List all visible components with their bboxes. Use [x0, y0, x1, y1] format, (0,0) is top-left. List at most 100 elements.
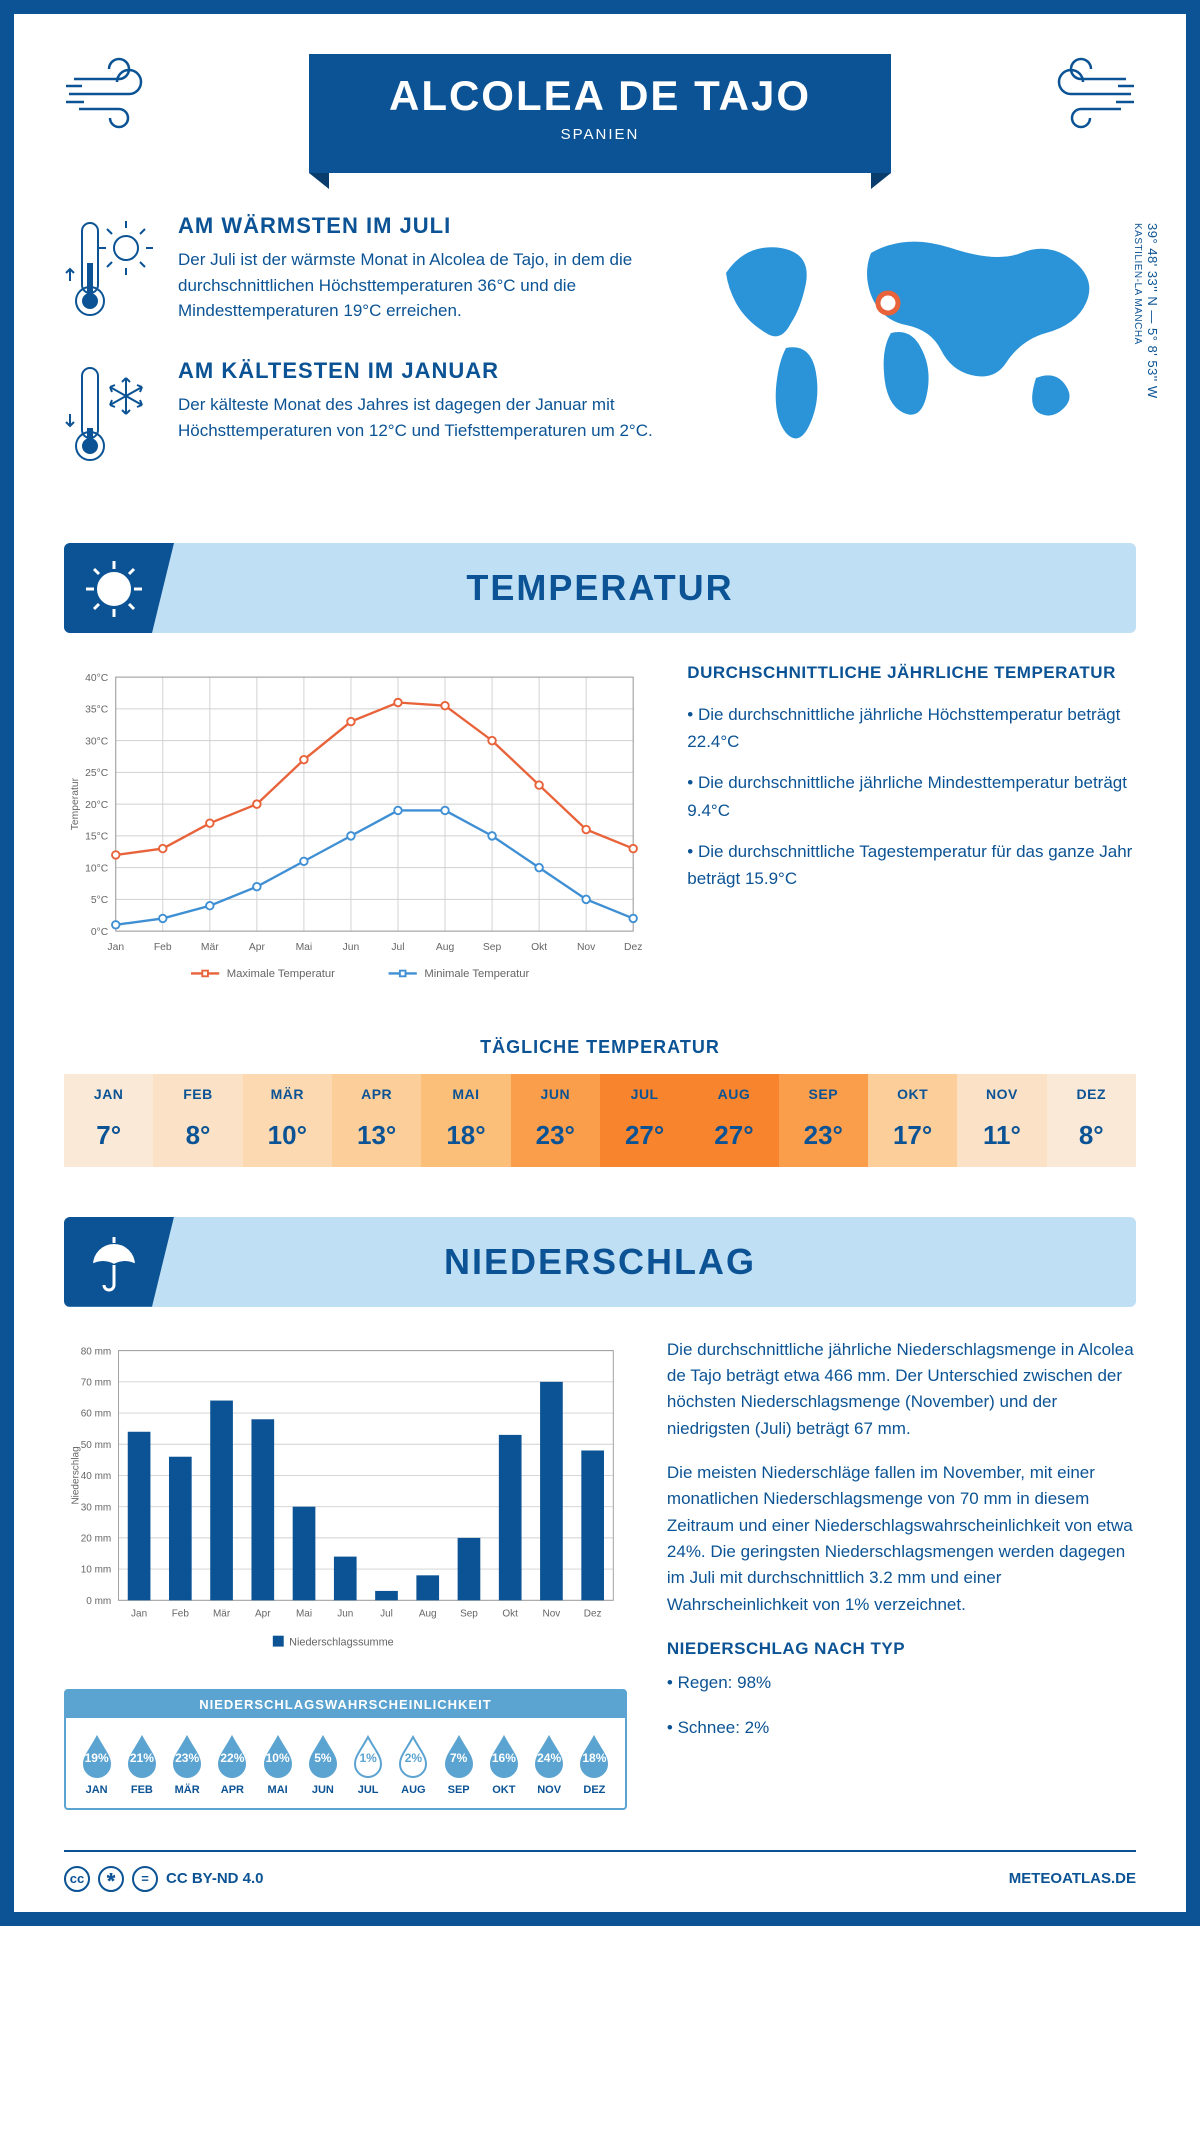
temp-cell: NOV11°	[957, 1074, 1046, 1167]
fact-coldest: AM KÄLTESTEN IM JANUAR Der kälteste Mona…	[64, 358, 656, 473]
svg-text:Maximale Temperatur: Maximale Temperatur	[227, 968, 335, 980]
sun-icon	[82, 557, 146, 621]
temp-bullet-2: • Die durchschnittliche Tagestemperatur …	[687, 838, 1136, 892]
temp-cell-month: MÄR	[243, 1086, 332, 1102]
temp-cell-month: APR	[332, 1086, 421, 1102]
precipitation-probability-box: NIEDERSCHLAGSWAHRSCHEINLICHKEIT 19%JAN21…	[64, 1689, 627, 1810]
prob-percent: 24%	[537, 1751, 561, 1765]
prob-month: JUN	[300, 1784, 345, 1796]
svg-text:Jul: Jul	[380, 1608, 393, 1619]
raindrop-icon: 21%	[125, 1734, 159, 1778]
prob-percent: 10%	[266, 1751, 290, 1765]
svg-text:30 mm: 30 mm	[81, 1502, 111, 1513]
svg-text:35°C: 35°C	[85, 705, 109, 716]
svg-text:20°C: 20°C	[85, 800, 109, 811]
prob-cell: 10% MAI	[255, 1734, 300, 1796]
svg-text:Dez: Dez	[584, 1608, 602, 1619]
section-temperature-header: TEMPERATUR	[64, 543, 1136, 633]
temp-cell-month: AUG	[689, 1086, 778, 1102]
svg-text:Okt: Okt	[502, 1608, 518, 1619]
temp-cell-value: 17°	[868, 1120, 957, 1151]
precip-type-title: NIEDERSCHLAG NACH TYP	[667, 1636, 1136, 1662]
temp-cell: APR13°	[332, 1074, 421, 1167]
temp-cell-month: JUN	[511, 1086, 600, 1102]
temp-cell: DEZ8°	[1047, 1074, 1136, 1167]
temp-cell-value: 27°	[600, 1120, 689, 1151]
fact-warmest-body: Der Juli ist der wärmste Monat in Alcole…	[178, 247, 656, 324]
svg-text:10 mm: 10 mm	[81, 1564, 111, 1575]
svg-text:Mai: Mai	[296, 1608, 312, 1619]
svg-text:60 mm: 60 mm	[81, 1408, 111, 1419]
prob-percent: 2%	[405, 1751, 422, 1765]
svg-text:Jan: Jan	[107, 942, 124, 953]
temp-cell: MAI18°	[421, 1074, 510, 1167]
temp-bullet-0: • Die durchschnittliche jährliche Höchst…	[687, 701, 1136, 755]
temp-cell-month: DEZ	[1047, 1086, 1136, 1102]
temp-cell: OKT 17°	[868, 1074, 957, 1167]
raindrop-icon: 5%	[306, 1734, 340, 1778]
nd-icon: =	[132, 1866, 158, 1892]
temp-cell: FEB8°	[153, 1074, 242, 1167]
svg-text:Minimale Temperatur: Minimale Temperatur	[424, 968, 529, 980]
by-icon: 🞲	[98, 1866, 124, 1892]
svg-text:5°C: 5°C	[91, 895, 109, 906]
prob-month: SEP	[436, 1784, 481, 1796]
svg-text:Jun: Jun	[337, 1608, 353, 1619]
prob-month: FEB	[119, 1784, 164, 1796]
section-precipitation-title: NIEDERSCHLAG	[444, 1241, 756, 1283]
precip-summary-1: Die durchschnittliche jährliche Niedersc…	[667, 1337, 1136, 1442]
prob-percent: 22%	[220, 1751, 244, 1765]
prob-month: DEZ	[572, 1784, 617, 1796]
coordinates-label: 39° 48' 33'' N — 5° 8' 53'' WKASTILIEN-L…	[1130, 223, 1160, 399]
temp-cell-value: 11°	[957, 1120, 1046, 1151]
temp-cell-month: FEB	[153, 1086, 242, 1102]
temp-cell-value: 23°	[511, 1120, 600, 1151]
prob-cell: 24% NOV	[527, 1734, 572, 1796]
prob-cell: 18% DEZ	[572, 1734, 617, 1796]
svg-text:30°C: 30°C	[85, 736, 109, 747]
wind-icon-right	[1036, 54, 1136, 134]
precipitation-bar-chart: 0 mm10 mm20 mm30 mm40 mm50 mm60 mm70 mm8…	[64, 1337, 627, 1669]
svg-text:15°C: 15°C	[85, 832, 109, 843]
svg-text:Nov: Nov	[577, 942, 596, 953]
fact-warmest: AM WÄRMSTEN IM JULI Der Juli ist der wär…	[64, 213, 656, 328]
temp-cell-value: 27°	[689, 1120, 778, 1151]
raindrop-icon: 16%	[487, 1734, 521, 1778]
fact-coldest-title: AM KÄLTESTEN IM JANUAR	[178, 358, 656, 384]
prob-cell: 2%AUG	[391, 1734, 436, 1796]
prob-cell: 22%APR	[210, 1734, 255, 1796]
fact-warmest-title: AM WÄRMSTEN IM JULI	[178, 213, 656, 239]
prob-percent: 16%	[492, 1751, 516, 1765]
temp-cell: JAN7°	[64, 1074, 153, 1167]
prob-cell: 16% OKT	[481, 1734, 526, 1796]
svg-text:Niederschlag: Niederschlag	[71, 1446, 82, 1504]
temp-bullet-1: • Die durchschnittliche jährliche Mindes…	[687, 769, 1136, 823]
temp-cell-value: 23°	[779, 1120, 868, 1151]
title-banner: ALCOLEA DE TAJO SPANIEN	[309, 54, 891, 173]
prob-percent: 5%	[314, 1751, 331, 1765]
svg-text:10°C: 10°C	[85, 863, 109, 874]
section-temperature-title: TEMPERATUR	[466, 567, 733, 609]
svg-text:Nov: Nov	[543, 1608, 561, 1619]
thermometer-sun-icon	[64, 213, 154, 328]
temp-cell: MÄR10°	[243, 1074, 332, 1167]
prob-cell: 7%SEP	[436, 1734, 481, 1796]
svg-text:Apr: Apr	[255, 1608, 271, 1619]
svg-text:40°C: 40°C	[85, 673, 109, 684]
svg-text:0 mm: 0 mm	[86, 1596, 111, 1607]
temp-cell-month: OKT	[868, 1086, 957, 1102]
prob-month: NOV	[527, 1784, 572, 1796]
prob-month: JUL	[346, 1784, 391, 1796]
temp-cell: SEP23°	[779, 1074, 868, 1167]
temp-cell-value: 18°	[421, 1120, 510, 1151]
temp-cell: JUL27°	[600, 1074, 689, 1167]
prob-percent: 18%	[582, 1751, 606, 1765]
prob-percent: 1%	[359, 1751, 376, 1765]
svg-text:70 mm: 70 mm	[81, 1377, 111, 1388]
prob-month: MAI	[255, 1784, 300, 1796]
temp-cell-month: JAN	[64, 1086, 153, 1102]
prob-month: JAN	[74, 1784, 119, 1796]
raindrop-icon: 24%	[532, 1734, 566, 1778]
raindrop-icon: 19%	[80, 1734, 114, 1778]
prob-month: OKT	[481, 1784, 526, 1796]
